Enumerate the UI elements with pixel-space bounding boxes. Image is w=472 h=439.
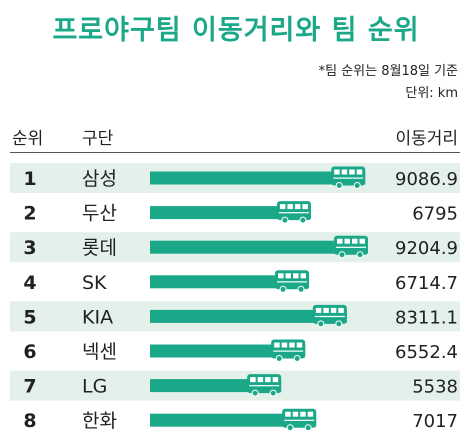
team-label: LG [82,376,107,398]
rank-label: 8 [23,410,36,432]
ranking-note: *팀 순위는 8월18일 기준 [318,64,458,79]
value-label: 6552.4 [395,342,458,363]
rank-label: 7 [23,376,36,398]
value-label: 7017 [412,411,458,432]
rank-label: 2 [23,203,36,225]
bar [150,206,311,220]
unit-note: 단위: km [405,86,458,101]
value-label: 6714.7 [395,273,458,294]
rank-label: 4 [23,272,36,294]
bar-row: 2 두산 6795 [23,201,458,225]
bus-icon [276,201,311,224]
bus-icon [312,304,347,328]
team-column-header: 구단 [82,129,114,149]
value-label: 5538 [412,377,458,398]
rank-label: 5 [23,306,36,328]
rank-label: 1 [23,168,36,190]
bar [150,413,317,427]
bar [150,171,366,185]
rank-label: 6 [23,341,36,363]
bar [150,344,306,358]
value-label: 8311.1 [395,307,458,328]
team-label: 두산 [82,203,117,225]
bar-row: 7 LG 5538 [10,370,460,401]
value-label: 9204.9 [395,238,458,259]
team-label: 롯데 [82,237,117,259]
bus-icon [334,235,368,259]
team-label: 삼성 [82,168,117,190]
bar-row: 3 롯데 9204.9 [10,232,460,263]
team-label: 한화 [82,410,117,432]
distance-column-header: 이동거리 [395,129,458,149]
bar-row: 5 KIA 8311.1 [10,301,460,332]
bar-row: 8 한화 7017 [23,408,458,432]
bus-icon [282,408,317,432]
bar-row: 4 SK 6714.7 [23,270,458,294]
bus-icon [275,270,310,293]
bar [150,309,347,323]
value-label: 6795 [412,204,458,225]
rank-column-header: 순위 [12,129,44,149]
bar [150,240,368,254]
header-divider [10,152,460,153]
bus-icon [331,166,366,189]
chart-title: 프로야구팀 이동거리와 팀 순위 [52,15,420,46]
team-label: KIA [82,306,113,328]
bar-row: 6 넥센 6552.4 [23,339,458,363]
rank-label: 3 [23,237,36,259]
bus-icon [271,339,306,362]
bus-icon [247,374,282,397]
value-label: 9086.9 [395,169,458,190]
bar [150,275,310,289]
team-label: SK [82,272,107,294]
bar-row: 1 삼성 9086.9 [10,163,460,193]
team-label: 넥센 [82,341,117,363]
